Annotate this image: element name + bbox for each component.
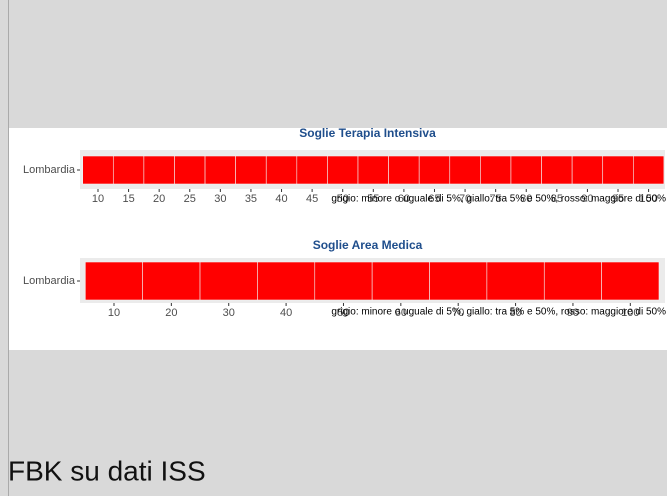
tile [429,261,488,301]
tile [486,261,545,301]
tile [235,155,267,185]
tile [449,155,481,185]
x-tick-label: 80 [520,193,532,205]
x-tick-label: 20 [153,193,165,205]
tile [204,155,236,185]
tile [327,155,359,185]
tile [143,155,175,185]
x-tick-label: 80 [509,307,521,319]
x-tick-label: 95 [612,193,624,205]
x-tick-label: 45 [306,193,318,205]
tile [112,155,145,185]
x-tick-label: 70 [459,193,471,205]
tile [296,155,328,185]
y-tick-label: Lombardia [23,275,76,287]
tile [265,155,298,185]
x-tick-label: 25 [184,193,196,205]
tile [371,261,430,301]
x-tick-label: 35 [245,193,257,205]
x-tick-label: 100 [639,193,657,205]
tile [633,155,665,185]
tile [541,155,573,185]
caption: grigio: minore o uguale di 5%, giallo: t… [331,307,666,318]
y-tick-label: Lombardia [23,164,76,176]
tile [602,155,634,185]
x-tick-label: 40 [275,193,287,205]
x-tick-label: 100 [621,307,639,319]
tile [418,155,451,185]
tile [601,261,660,301]
x-tick-label: 30 [214,193,226,205]
x-tick-label: 10 [92,193,104,205]
x-tick-label: 10 [108,307,120,319]
tile [199,261,258,301]
x-tick-label: 75 [490,193,502,205]
x-tick-label: 60 [398,193,410,205]
x-tick-label: 15 [122,193,134,205]
chart-title: Soglie Area Medica [313,238,423,252]
tile [388,155,420,185]
x-tick-label: 90 [581,193,593,205]
tile [85,261,143,301]
tile [543,261,602,301]
x-tick-label: 90 [567,307,579,319]
tile [357,155,389,185]
tile [571,155,604,185]
x-tick-label: 30 [223,307,235,319]
x-tick-label: 70 [452,307,464,319]
tile [314,261,373,301]
x-tick-label: 20 [165,307,177,319]
tile [510,155,542,185]
chart-title: Soglie Terapia Intensiva [299,126,436,140]
x-tick-label: 65 [428,193,440,205]
x-tick-label: 50 [337,307,349,319]
x-tick-label: 60 [395,307,407,319]
caption: grigio: minore o uguale di 5%, giallo: t… [331,194,666,205]
x-tick-label: 40 [280,307,292,319]
tile [142,261,201,301]
tile [174,155,206,185]
x-tick-label: 85 [551,193,563,205]
x-tick-label: 50 [337,193,349,205]
tile [82,155,114,185]
tile [480,155,512,185]
x-tick-label: 55 [367,193,379,205]
footer: FBK su dati ISS [8,455,206,486]
tile [257,261,316,301]
